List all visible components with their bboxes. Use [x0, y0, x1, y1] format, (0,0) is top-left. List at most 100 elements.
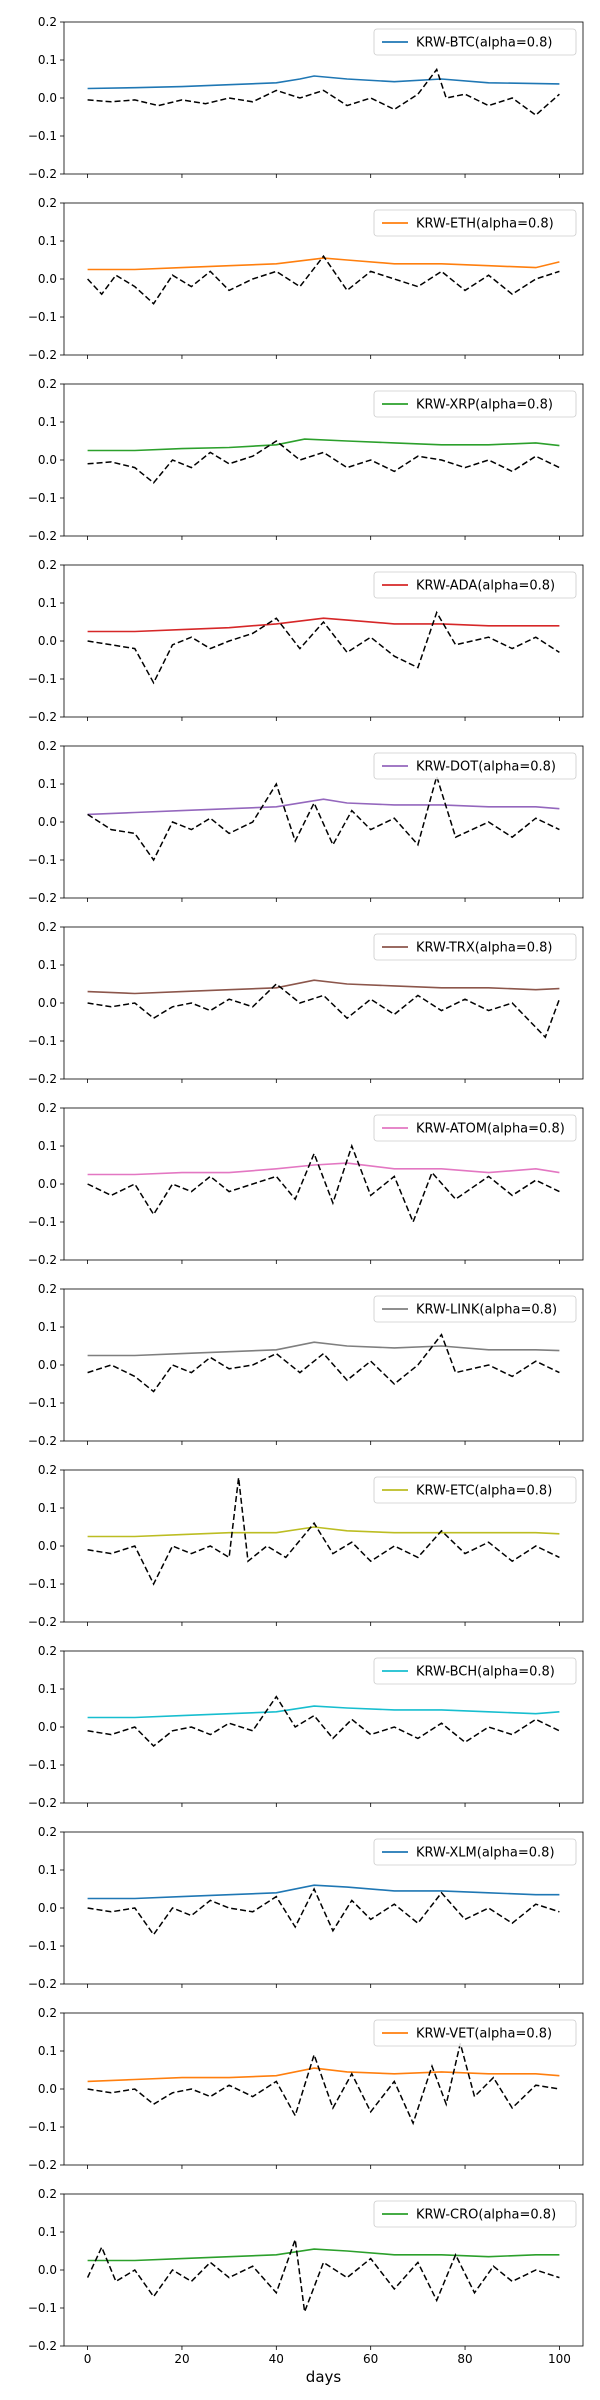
y-tick-label: 0.1 [38, 2044, 57, 2058]
x-tick-label: 20 [174, 2352, 189, 2366]
y-tick-label: 0.2 [38, 558, 57, 572]
legend-box [373, 571, 577, 599]
y-tick-label: 0.2 [38, 15, 57, 29]
y-tick-label: −0.2 [28, 1615, 57, 1629]
returns-series-line [87, 254, 560, 305]
subplot-7: −0.2 −0.1 0.0 0.1 0.2 KRW-LINK(alpha=0.8) [28, 1282, 584, 1448]
y-tick-label: −0.2 [28, 2158, 57, 2172]
returns-series-line [87, 1695, 560, 1748]
returns-series-line [87, 1333, 560, 1393]
axes-frame [63, 383, 584, 537]
axes-frame [63, 2012, 584, 2166]
y-tick-label: 0.2 [38, 920, 57, 934]
y-tick-label: 0.1 [38, 777, 57, 791]
smoothed-series-line [87, 1162, 560, 1176]
y-tick-label: 0.0 [38, 1901, 57, 1915]
axes-frame [63, 1288, 584, 1442]
legend-box [373, 1295, 577, 1323]
legend-label: KRW-BTC(alpha=0.8) [416, 36, 553, 51]
axes-frame [63, 564, 584, 718]
smoothed-series-line [87, 75, 560, 90]
subplot-9: −0.2 −0.1 0.0 0.1 0.2 KRW-BCH(alpha=0.8) [28, 1644, 584, 1810]
returns-series-line [87, 983, 561, 1039]
legend-label: KRW-ETC(alpha=0.8) [416, 1484, 552, 1499]
legend-label: KRW-XRP(alpha=0.8) [416, 398, 553, 413]
y-tick-label: 0.0 [38, 1358, 57, 1372]
y-tick-label: 0.2 [38, 1644, 57, 1658]
y-tick-label: 0.1 [38, 2225, 57, 2239]
x-tick-label: 60 [363, 2352, 378, 2366]
legend-label: KRW-LINK(alpha=0.8) [416, 1303, 557, 1318]
y-tick-label: 0.0 [38, 815, 57, 829]
returns-series-line [87, 2043, 560, 2126]
y-tick-label: −0.1 [28, 129, 57, 143]
y-tick-label: 0.2 [38, 739, 57, 753]
y-tick-label: −0.2 [28, 710, 57, 724]
y-tick-label: 0.1 [38, 1682, 57, 1696]
y-tick-label: 0.0 [38, 272, 57, 286]
y-tick-label: 0.2 [38, 1282, 57, 1296]
smoothed-series-line [87, 257, 560, 271]
y-tick-label: 0.1 [38, 1320, 57, 1334]
legend-box [373, 209, 577, 237]
legend-label: KRW-ADA(alpha=0.8) [416, 579, 555, 594]
legend-box [373, 28, 577, 56]
axes-frame [63, 1650, 584, 1804]
subplot-0: −0.2 −0.1 0.0 0.1 0.2 KRW-BTC(alpha=0.8) [28, 15, 584, 181]
y-tick-label: −0.2 [28, 891, 57, 905]
y-tick-label: 0.0 [38, 1539, 57, 1553]
y-tick-label: 0.1 [38, 415, 57, 429]
axes-frame [63, 21, 584, 175]
y-tick-label: −0.1 [28, 1758, 57, 1772]
returns-series-line [87, 1477, 560, 1586]
y-tick-label: −0.1 [28, 1396, 57, 1410]
subplot-8: −0.2 −0.1 0.0 0.1 0.2 KRW-ETC(alpha=0.8) [28, 1463, 584, 1629]
subplot-11: −0.2 −0.1 0.0 0.1 0.2 KRW-VET(alpha=0.8) [28, 2006, 584, 2172]
smoothed-series-line [87, 1526, 560, 1538]
smoothed-series-line [87, 1341, 560, 1357]
axes-frame [63, 1107, 584, 1261]
y-tick-label: 0.2 [38, 196, 57, 210]
subplot-5: −0.2 −0.1 0.0 0.1 0.2 KRW-TRX(alpha=0.8) [28, 920, 584, 1086]
y-tick-label: −0.1 [28, 1034, 57, 1048]
y-tick-label: 0.0 [38, 996, 57, 1010]
y-tick-label: −0.1 [28, 1577, 57, 1591]
y-tick-label: 0.1 [38, 958, 57, 972]
legend-box [373, 2200, 577, 2228]
x-tick-label: 40 [269, 2352, 284, 2366]
axes-frame [63, 745, 584, 899]
smoothed-series-line [87, 2067, 560, 2083]
y-tick-label: −0.2 [28, 529, 57, 543]
y-tick-label: 0.1 [38, 234, 57, 248]
legend-box [373, 2019, 577, 2047]
subplot-2: −0.2 −0.1 0.0 0.1 0.2 KRW-XRP(alpha=0.8) [28, 377, 584, 543]
legend-box [373, 390, 577, 418]
legend-label: KRW-XLM(alpha=0.8) [416, 1846, 555, 1861]
y-tick-label: −0.2 [28, 167, 57, 181]
subplot-6: −0.2 −0.1 0.0 0.1 0.2 KRW-ATOM(alpha=0.8) [28, 1101, 584, 1267]
subplot-4: −0.2 −0.1 0.0 0.1 0.2 KRW-DOT(alpha=0.8) [28, 739, 584, 905]
y-tick-label: −0.2 [28, 2339, 57, 2353]
legend-box [373, 933, 577, 961]
axes-frame [63, 2193, 584, 2347]
y-tick-label: 0.2 [38, 1101, 57, 1115]
legend-box [373, 1838, 577, 1866]
legend-box [373, 1476, 577, 1504]
legend-box [373, 1657, 577, 1685]
returns-series-line [87, 1887, 560, 1936]
y-tick-label: 0.0 [38, 2082, 57, 2096]
y-tick-label: −0.1 [28, 2301, 57, 2315]
returns-series-line [87, 440, 560, 484]
legend-label: KRW-DOT(alpha=0.8) [416, 760, 556, 775]
y-tick-label: −0.1 [28, 853, 57, 867]
axes-frame [63, 1469, 584, 1623]
legend-label: KRW-ATOM(alpha=0.8) [416, 1122, 565, 1137]
y-tick-label: 0.0 [38, 634, 57, 648]
returns-series-line [87, 773, 560, 862]
y-tick-label: 0.1 [38, 596, 57, 610]
axes-frame [63, 202, 584, 356]
legend-label: KRW-BCH(alpha=0.8) [416, 1665, 555, 1680]
y-tick-label: −0.1 [28, 1215, 57, 1229]
smoothed-series-line [87, 1705, 560, 1719]
y-tick-label: −0.2 [28, 348, 57, 362]
